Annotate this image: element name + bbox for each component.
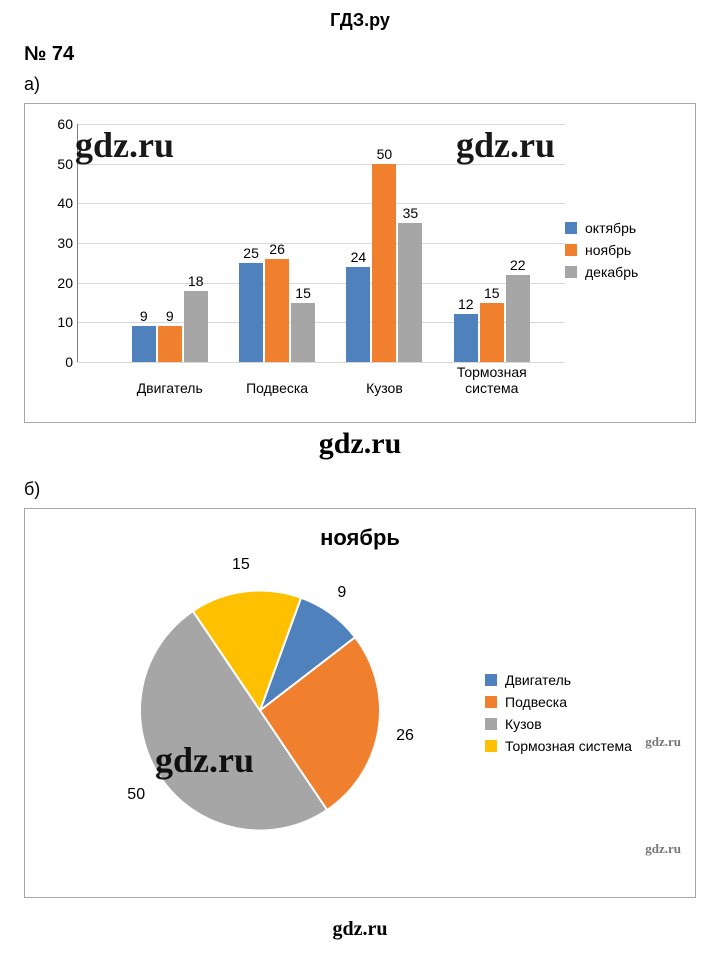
- page-header: ГДЗ.ру: [0, 0, 720, 37]
- bar: 25: [239, 263, 263, 362]
- pie-svg-wrap: [140, 591, 380, 836]
- pie-legend: Двигатель Подвеска Кузов Тормозная система: [485, 666, 685, 760]
- bar-value-label: 25: [239, 245, 263, 261]
- section-a-label: а): [0, 70, 720, 103]
- bar-ytick: 20: [35, 275, 73, 291]
- bar-ytick: 10: [35, 314, 73, 330]
- legend-swatch: [565, 222, 577, 234]
- bar: 9: [132, 326, 156, 362]
- legend-label: Подвеска: [505, 694, 567, 710]
- pie-legend-item: Кузов: [485, 716, 685, 732]
- bar-value-label: 9: [158, 308, 182, 324]
- bar-x-category: Подвеска: [217, 380, 337, 396]
- bar-plot-area: 9918252615245035121522: [77, 124, 565, 362]
- pie-svg: [140, 591, 380, 831]
- legend-label: Тормозная система: [505, 738, 632, 754]
- bar-ytick: 30: [35, 235, 73, 251]
- bar-value-label: 24: [346, 249, 370, 265]
- bar-gridline: [77, 164, 565, 165]
- legend-swatch: [485, 674, 497, 686]
- bar: 26: [265, 259, 289, 362]
- pie-chart-frame: ноябрь 9265015 Двигатель Подвеска Кузов Тор…: [24, 508, 696, 898]
- bar-x-category: Тормознаясистема: [432, 364, 552, 396]
- legend-swatch: [565, 244, 577, 256]
- bar-gridline: [77, 283, 565, 284]
- legend-label: ноябрь: [585, 242, 631, 258]
- bar: 12: [454, 314, 478, 362]
- bar: 18: [184, 291, 208, 362]
- pie-value-label: 26: [396, 727, 414, 745]
- legend-label: октябрь: [585, 220, 636, 236]
- legend-label: декабрь: [585, 264, 638, 280]
- bar: 22: [506, 275, 530, 362]
- section-b-label: б): [0, 475, 720, 508]
- legend-label: Кузов: [505, 716, 542, 732]
- bar-value-label: 15: [480, 285, 504, 301]
- bar-value-label: 15: [291, 285, 315, 301]
- bar-value-label: 22: [506, 257, 530, 273]
- pie-legend-item: Подвеска: [485, 694, 685, 710]
- pie-plot-area: 9265015: [35, 559, 485, 867]
- legend-swatch: [565, 266, 577, 278]
- bar: 50: [372, 164, 396, 362]
- bar-ytick: 0: [35, 354, 73, 370]
- pie-value-label: 15: [232, 556, 250, 574]
- bar-x-category: Двигатель: [110, 380, 230, 396]
- bar-value-label: 12: [454, 296, 478, 312]
- legend-swatch: [485, 718, 497, 730]
- bar-plot-column: 9918252615245035121522 0102030405060Двиг…: [35, 124, 565, 396]
- problem-number: № 74: [0, 37, 720, 70]
- bar-gridline: [77, 362, 565, 363]
- bar-ytick: 50: [35, 156, 73, 172]
- bar-x-category: Кузов: [324, 380, 444, 396]
- bar-ytick: 40: [35, 195, 73, 211]
- pie-legend-item: Двигатель: [485, 672, 685, 688]
- bar-legend-item: октябрь: [565, 220, 685, 236]
- footer-watermark: gdz.ru: [0, 916, 720, 951]
- bar: 15: [291, 303, 315, 363]
- legend-label: Двигатель: [505, 672, 571, 688]
- bar: 35: [398, 223, 422, 362]
- bar-value-label: 50: [372, 146, 396, 162]
- bar: 24: [346, 267, 370, 362]
- bar-gridline: [77, 203, 565, 204]
- pie-title: ноябрь: [35, 525, 685, 551]
- bar-chart-frame: 9918252615245035121522 0102030405060Двиг…: [24, 103, 696, 423]
- watermark-bar-bc: gdz.ru: [0, 427, 720, 461]
- bar-value-label: 9: [132, 308, 156, 324]
- bar-legend-item: декабрь: [565, 264, 685, 280]
- bar-gridline: [77, 124, 565, 125]
- bar-y-axis: [77, 124, 78, 362]
- bar: 15: [480, 303, 504, 363]
- bar: 9: [158, 326, 182, 362]
- bar-legend: октябрь ноябрь декабрь: [565, 124, 685, 396]
- legend-swatch: [485, 740, 497, 752]
- legend-swatch: [485, 696, 497, 708]
- bar-ytick: 60: [35, 116, 73, 132]
- bar-gridline: [77, 243, 565, 244]
- bar-value-label: 35: [398, 205, 422, 221]
- bar-value-label: 26: [265, 241, 289, 257]
- pie-legend-item: Тормозная система: [485, 738, 685, 754]
- bar-legend-item: ноябрь: [565, 242, 685, 258]
- bar-value-label: 18: [184, 273, 208, 289]
